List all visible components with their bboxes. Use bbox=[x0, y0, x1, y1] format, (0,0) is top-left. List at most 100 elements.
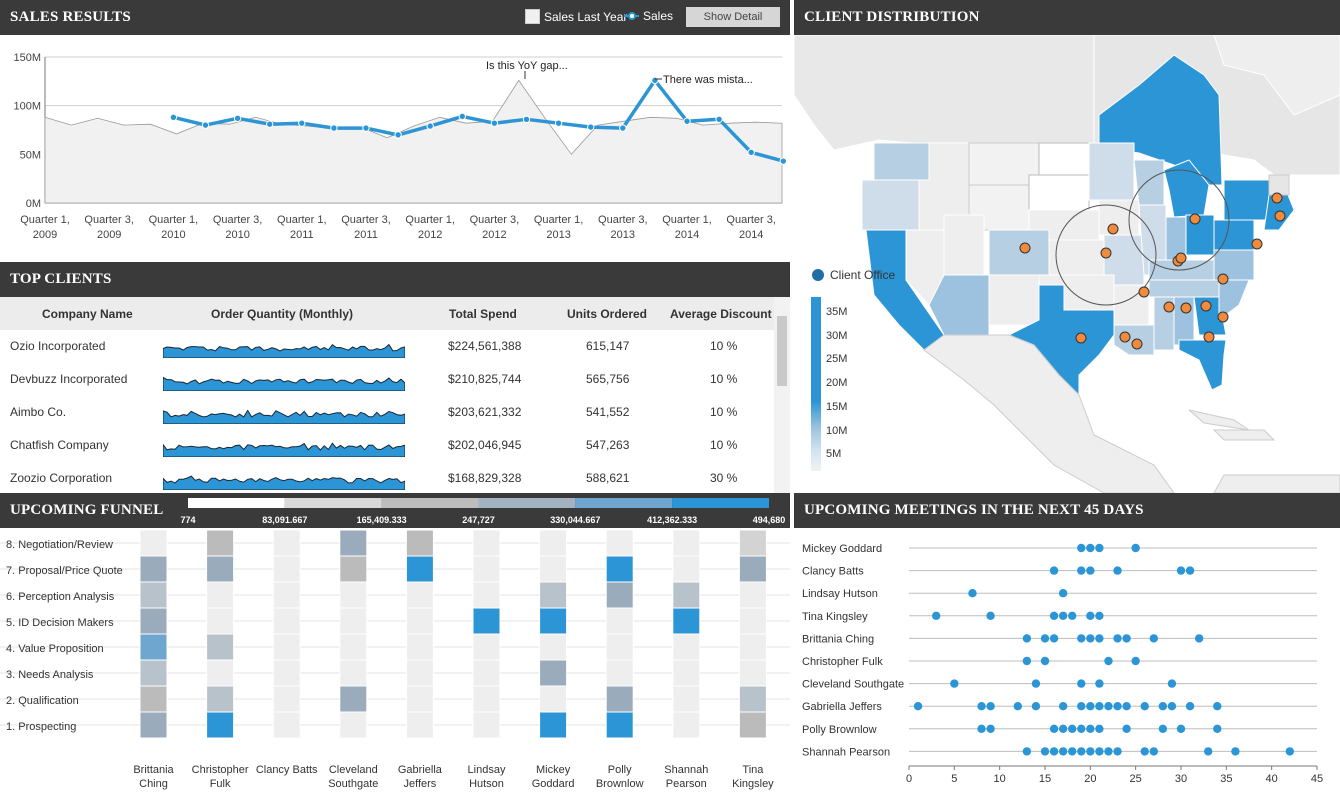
funnel-cell bbox=[472, 633, 501, 661]
client-office-marker bbox=[1217, 273, 1229, 285]
funnel-cell bbox=[672, 529, 701, 557]
meeting-dot bbox=[1040, 634, 1050, 643]
meeting-dot bbox=[1104, 656, 1113, 666]
funnel-scale-segment bbox=[284, 498, 382, 508]
funnel-cell bbox=[206, 529, 235, 557]
client-map[interactable] bbox=[794, 35, 1340, 493]
order-quantity-sparkline bbox=[163, 442, 405, 457]
meeting-dot bbox=[986, 724, 995, 733]
meeting-person-label: Shannah Pearson bbox=[802, 746, 890, 758]
funnel-cell bbox=[206, 711, 235, 739]
meeting-dot bbox=[1022, 634, 1032, 643]
meeting-dot bbox=[1095, 747, 1104, 756]
order-quantity-sparkline bbox=[163, 475, 405, 490]
meeting-dot bbox=[932, 611, 941, 620]
funnel-cell bbox=[472, 607, 501, 635]
map-region-florida bbox=[1178, 339, 1227, 391]
y-tick-label: 50M bbox=[20, 149, 41, 161]
meeting-dot bbox=[1113, 566, 1122, 575]
meeting-dot bbox=[1022, 747, 1032, 756]
meeting-dot bbox=[1167, 679, 1177, 688]
meeting-dot bbox=[1077, 566, 1086, 575]
legend-sales[interactable]: Sales bbox=[624, 9, 673, 23]
funnel-stage-label: 1. Prospecting bbox=[6, 721, 76, 733]
funnel-cell bbox=[738, 633, 767, 661]
meeting-dot bbox=[1086, 724, 1095, 733]
client-office-marker bbox=[1271, 192, 1283, 204]
y-tick-label: 150M bbox=[13, 52, 41, 64]
funnel-cell bbox=[206, 607, 235, 635]
funnel-cell bbox=[206, 633, 235, 661]
column-header-order-quantity[interactable]: Order Quantity (Monthly) bbox=[211, 307, 353, 321]
map-region-maine bbox=[1268, 174, 1290, 196]
order-quantity-sparkline bbox=[163, 376, 405, 391]
map-scale-tick: 20M bbox=[826, 377, 848, 390]
funnel-cell bbox=[339, 529, 368, 557]
funnel-cell bbox=[272, 711, 301, 739]
top-clients-header: TOP CLIENTS bbox=[0, 262, 790, 297]
total-spend: $203,621,332 bbox=[448, 405, 522, 419]
funnel-cell bbox=[339, 607, 368, 635]
meeting-dot bbox=[1213, 724, 1222, 733]
meeting-dot bbox=[1058, 724, 1068, 733]
funnel-cell bbox=[139, 711, 168, 739]
meeting-dot bbox=[968, 589, 977, 598]
client-row[interactable]: Chatfish Company $202,046,945 547,263 10 % bbox=[0, 429, 774, 462]
column-header-average-discount[interactable]: Average Discount bbox=[670, 307, 772, 321]
meeting-dot bbox=[1122, 724, 1131, 733]
map-region-washington bbox=[873, 142, 930, 181]
units-ordered: 588,621 bbox=[586, 471, 630, 485]
meeting-person-label: Mickey Goddard bbox=[802, 543, 882, 555]
client-row[interactable]: Zoozio Corporation $168,829,328 588,621 30 … bbox=[0, 462, 774, 493]
funnel-cell bbox=[605, 529, 634, 557]
meeting-dot bbox=[1086, 566, 1095, 575]
funnel-cell bbox=[272, 633, 301, 661]
client-row[interactable]: Ozio Incorporated $224,561,388 615,147 10 % bbox=[0, 330, 774, 363]
client-office-marker bbox=[1251, 238, 1263, 250]
funnel-scale-label: 247,727 bbox=[462, 515, 495, 525]
meeting-x-tick-label: 10 bbox=[994, 773, 1006, 785]
client-office-marker bbox=[1180, 302, 1192, 314]
units-ordered: 547,263 bbox=[586, 438, 630, 452]
funnel-cell bbox=[272, 555, 301, 583]
sales-point bbox=[715, 115, 723, 123]
scrollbar-thumb[interactable] bbox=[777, 316, 787, 386]
sales-point bbox=[619, 124, 627, 132]
meeting-x-tick-label: 15 bbox=[1039, 773, 1051, 785]
funnel-cell bbox=[339, 711, 368, 739]
meeting-x-tick-label: 25 bbox=[1130, 773, 1142, 785]
funnel-cell bbox=[605, 633, 634, 661]
annotation-2: There was mista... bbox=[663, 74, 753, 86]
funnel-cell bbox=[272, 529, 301, 557]
order-quantity-sparkline bbox=[163, 409, 405, 424]
funnel-cell bbox=[339, 555, 368, 583]
average-discount: 10 % bbox=[710, 405, 738, 419]
meeting-dot bbox=[1068, 747, 1077, 756]
column-header-company[interactable]: Company Name bbox=[42, 307, 133, 321]
sales-point bbox=[201, 121, 210, 129]
show-detail-button[interactable]: Show Detail bbox=[686, 7, 780, 27]
sales-point bbox=[587, 123, 595, 131]
client-row[interactable]: Devbuzz Incorporated $210,825,744 565,756 1… bbox=[0, 363, 774, 396]
legend-sales-last-year[interactable]: Sales Last Year bbox=[525, 9, 627, 24]
map-legend-client-office: Client Office bbox=[812, 268, 895, 282]
funnel-cell bbox=[472, 659, 501, 687]
meeting-dot bbox=[1185, 702, 1195, 711]
funnel-person-label: Lindsay Hutson bbox=[468, 764, 506, 790]
funnel-cell bbox=[405, 581, 434, 609]
table-scrollbar[interactable] bbox=[774, 297, 790, 493]
meeting-dot bbox=[1049, 634, 1059, 643]
funnel-scale-label: 774 bbox=[180, 515, 195, 525]
column-header-total-spend[interactable]: Total Spend bbox=[449, 307, 517, 321]
meeting-dot bbox=[1049, 611, 1059, 620]
client-row[interactable]: Aimbo Co. $203,621,332 541,552 10 % bbox=[0, 396, 774, 429]
meeting-dot bbox=[1040, 747, 1050, 756]
meeting-dot bbox=[1140, 747, 1149, 756]
funnel-scale-segment bbox=[381, 498, 479, 508]
upcoming-funnel-title: UPCOMING FUNNEL bbox=[10, 502, 164, 518]
funnel-cell bbox=[139, 581, 168, 609]
column-header-units-ordered[interactable]: Units Ordered bbox=[567, 307, 648, 321]
funnel-heatmap: 774 83,091.667 165,409.333 247,727 330,044.6… bbox=[0, 498, 790, 790]
funnel-cell bbox=[272, 659, 301, 687]
map-region-kentucky bbox=[1148, 259, 1225, 281]
